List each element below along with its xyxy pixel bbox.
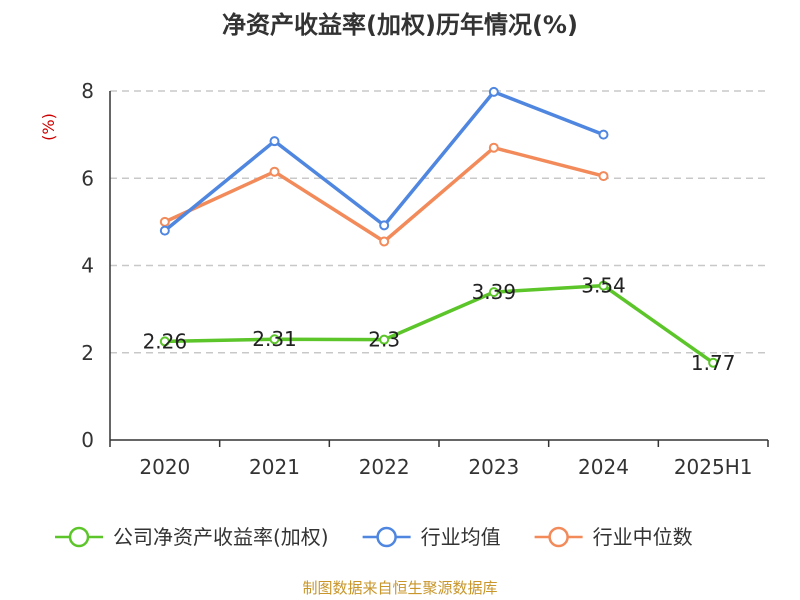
- legend-marker: [68, 526, 90, 548]
- source-note: 制图数据来自恒生聚源数据库: [302, 579, 497, 597]
- y-tick-label: 8: [81, 79, 94, 103]
- legend-label: 行业中位数: [593, 525, 693, 549]
- data-point: [598, 280, 609, 291]
- data-point: [379, 236, 390, 247]
- data-label: 2.3: [368, 328, 400, 352]
- axes: 0 2 4 6 8 2020 2021 2022 2023 2024 2025H1: [81, 79, 769, 479]
- data-label: 3.39: [472, 280, 517, 304]
- data-point: [269, 166, 280, 177]
- chart-title: 净资产收益率(加权)历年情况(%): [222, 11, 578, 39]
- y-axis-label: (%): [39, 113, 58, 141]
- data-point: [488, 287, 499, 298]
- data-label: 2.31: [252, 327, 297, 351]
- x-tick-label: 2021: [249, 455, 300, 479]
- x-tick-label: 2025H1: [674, 455, 753, 479]
- x-tick-label: 2022: [359, 455, 410, 479]
- legend-item: 行业中位数: [534, 525, 693, 549]
- data-point: [159, 336, 170, 347]
- x-tick-label: 2024: [578, 455, 629, 479]
- data-point: [269, 136, 280, 147]
- data-labels: 2.26 2.31 2.3 3.39 3.54 1.77: [143, 274, 736, 375]
- legend-label: 公司净资产收益率(加权): [113, 525, 329, 549]
- series-line: [163, 90, 606, 233]
- data-point: [379, 334, 390, 345]
- data-label: 1.77: [691, 351, 736, 375]
- data-label: 3.54: [581, 274, 626, 298]
- y-tick-label: 4: [81, 254, 94, 278]
- series-line: [163, 283, 715, 365]
- y-tick-label: 2: [81, 341, 94, 365]
- data-point: [159, 216, 170, 227]
- data-point: [488, 142, 499, 153]
- data-point: [708, 357, 719, 368]
- x-tick-label: 2023: [468, 455, 519, 479]
- data-point: [269, 334, 280, 345]
- data-point: [598, 171, 609, 182]
- data-point: [488, 86, 499, 97]
- legend-item: 行业均值: [362, 525, 501, 549]
- y-tick-label: 0: [81, 428, 94, 452]
- data-point: [159, 225, 170, 236]
- y-tick-label: 6: [81, 166, 94, 190]
- grid-lines: [110, 90, 768, 354]
- series-lines: [159, 86, 719, 368]
- legend-label: 行业均值: [421, 525, 501, 549]
- legend-marker: [376, 526, 397, 548]
- x-tick-label: 2020: [139, 455, 190, 479]
- data-label: 2.26: [143, 329, 188, 353]
- legend-marker: [548, 526, 569, 548]
- data-point: [379, 220, 390, 231]
- legend-item: 公司净资产收益率(加权): [55, 525, 329, 549]
- data-point: [598, 129, 609, 140]
- legend: 公司净资产收益率(加权) 行业均值 行业中位数: [55, 525, 693, 549]
